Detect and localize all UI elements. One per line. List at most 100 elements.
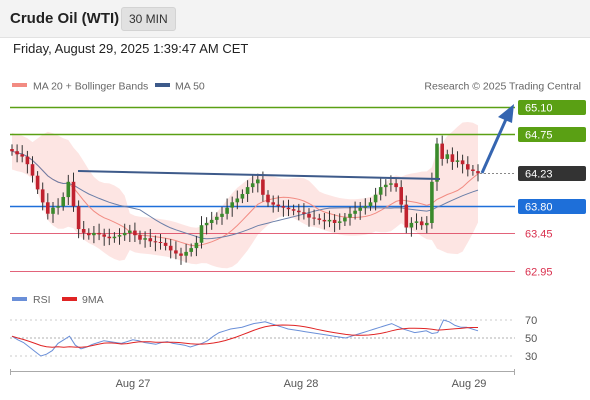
candle-body — [35, 175, 40, 190]
candle-body — [235, 198, 240, 203]
level-badge-63-80 — [518, 199, 586, 214]
candle-body — [317, 218, 322, 220]
candle-body — [220, 213, 224, 217]
candle-body — [189, 248, 193, 252]
candle-body — [168, 245, 173, 251]
candle-body — [419, 221, 424, 226]
rsi-ma-line — [11, 324, 478, 348]
candle-body — [389, 183, 393, 185]
candle-body — [148, 238, 153, 242]
trend-annotations — [77, 104, 514, 180]
candle-body — [276, 204, 281, 207]
rsi-legend-label: RSI — [33, 294, 51, 306]
level-badge-65-10 — [518, 100, 586, 115]
rsi-tick-30: 30 — [525, 351, 537, 363]
candle-body — [363, 206, 368, 208]
candle-body — [358, 207, 362, 211]
level-badge-64-75 — [518, 127, 586, 142]
ma20-legend-label: MA 20 + Bollinger Bands — [33, 81, 148, 93]
candle-body — [122, 232, 127, 236]
projection-arrow-head — [498, 104, 514, 123]
candle-body — [343, 217, 347, 222]
level-label-65-10: 65.10 — [525, 103, 553, 115]
candle-body — [163, 242, 168, 246]
candle-body — [25, 156, 30, 165]
rsi-ma-legend-swatch — [62, 297, 77, 301]
candle-body — [312, 217, 316, 219]
timeframe-button[interactable]: 30 MIN — [121, 7, 176, 31]
instrument-title: Crude Oil (WTI) — [10, 10, 120, 27]
candle-body — [445, 154, 450, 159]
candle-body — [297, 210, 301, 213]
price-legend: MA 20 + Bollinger Bands MA 50 — [12, 81, 205, 93]
candle-body — [266, 194, 270, 203]
rsi-panel: 70 50 30 — [10, 315, 537, 363]
candle-body — [92, 232, 96, 236]
candle-body — [204, 222, 209, 226]
candle-body — [271, 202, 275, 205]
rsi-tick-70: 70 — [525, 315, 537, 327]
candle-body — [97, 232, 101, 235]
candle-body — [404, 204, 409, 228]
candle-body — [302, 212, 306, 214]
candle-body — [87, 232, 91, 236]
candle-body — [286, 207, 291, 210]
candle-body — [399, 187, 403, 205]
candle-body — [261, 179, 265, 195]
candle-body — [322, 219, 327, 222]
ma50-legend-label: MA 50 — [175, 81, 205, 93]
candle-body — [435, 143, 439, 182]
candle-body — [15, 151, 19, 155]
watermark: Research © 2025 Trading Central — [424, 81, 581, 93]
candle-body — [158, 242, 163, 243]
candle-body — [20, 154, 24, 157]
x-label-aug29: Aug 29 — [452, 378, 487, 390]
rsi-tick-50: 50 — [525, 333, 537, 345]
candle-body — [107, 236, 112, 239]
candle-body — [194, 242, 199, 249]
candle-body — [430, 181, 434, 223]
candle-body — [414, 221, 419, 223]
candle-body — [40, 189, 45, 203]
last-price-badge — [518, 166, 586, 181]
level-label-63-80: 63.80 — [525, 202, 553, 214]
candle-body — [245, 187, 250, 194]
candle-body — [102, 234, 106, 237]
rsi-legend: RSI 9MA — [12, 294, 104, 306]
candle-body — [348, 213, 352, 218]
candle-body — [332, 219, 337, 223]
candle-body — [174, 250, 178, 254]
candle-body — [71, 181, 76, 207]
candle-body — [112, 236, 117, 239]
candle-body — [440, 143, 444, 159]
candle-body — [460, 160, 465, 165]
candle-body — [425, 222, 429, 226]
candle-body — [66, 181, 71, 198]
candle-body — [476, 171, 480, 174]
candle-body — [256, 179, 260, 184]
candle-body — [138, 235, 142, 240]
candle-body — [307, 213, 311, 218]
candle-body — [455, 160, 460, 162]
bollinger-fill — [12, 122, 478, 269]
timestamp: Friday, August 29, 2025 1:39:47 AM CET — [13, 41, 249, 56]
candle-body — [337, 221, 342, 223]
candle-body — [353, 210, 357, 214]
candle-body — [10, 149, 14, 152]
level-label-62-95: 62.95 — [525, 267, 553, 279]
candle-body — [179, 253, 183, 256]
candle-body — [56, 206, 60, 208]
ma50-legend-swatch — [155, 83, 170, 87]
candle-body — [450, 154, 455, 162]
candle-body — [378, 187, 383, 195]
last-price-label: 64.23 — [525, 169, 553, 181]
rsi-line — [11, 319, 479, 357]
level-label-63-45: 63.45 — [525, 229, 553, 241]
candle-body — [466, 164, 470, 170]
level-label-64-75: 64.75 — [525, 130, 553, 142]
candle-body — [61, 197, 65, 207]
candle-body — [76, 206, 81, 230]
candle-body — [199, 225, 204, 243]
candle-body — [291, 209, 296, 211]
